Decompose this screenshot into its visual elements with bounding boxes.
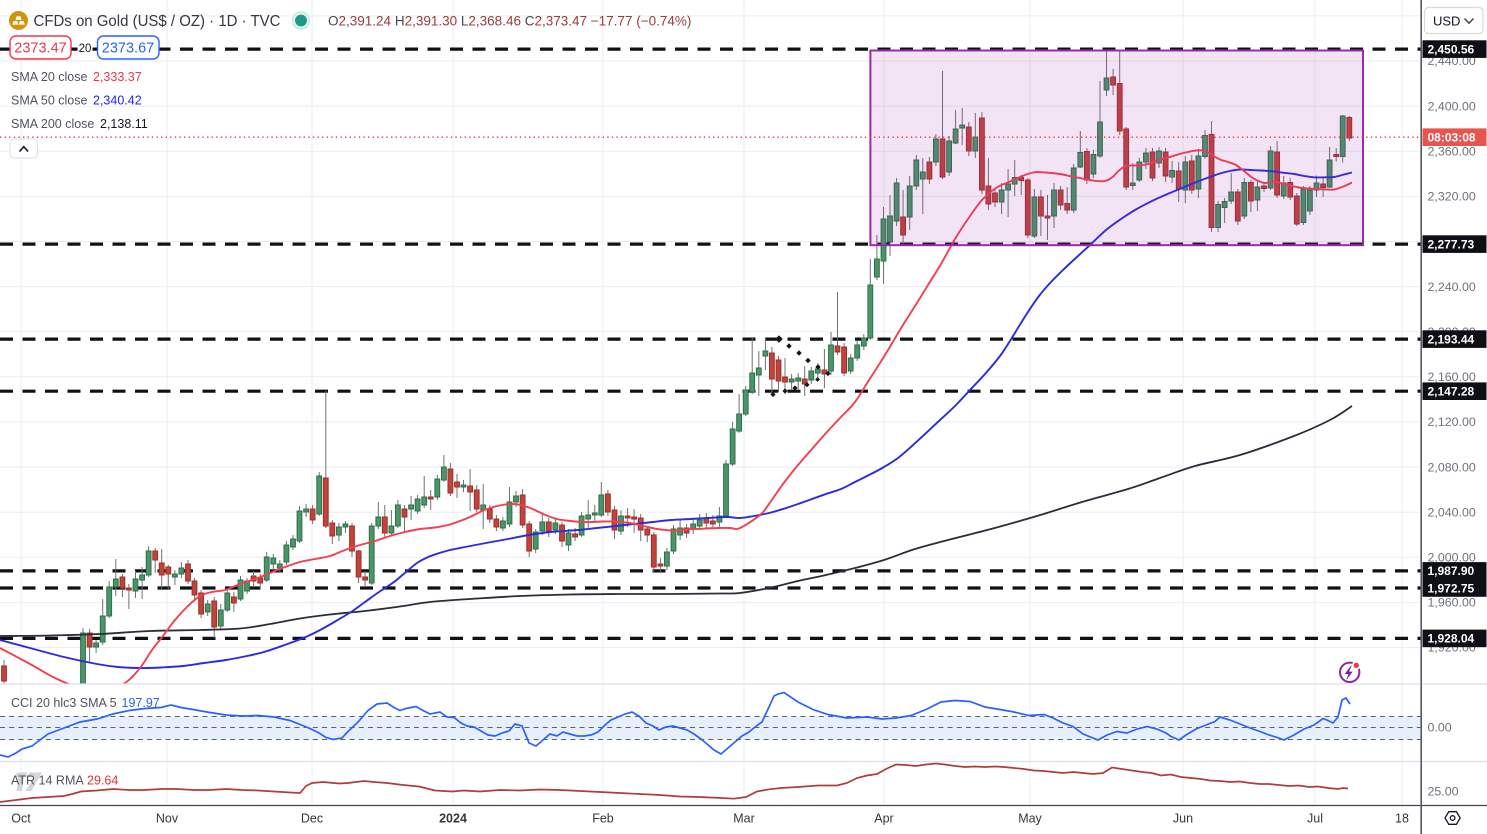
svg-text:2,120.00: 2,120.00 bbox=[1428, 415, 1476, 429]
svg-text:Feb: Feb bbox=[592, 812, 614, 826]
svg-text:2373.67: 2373.67 bbox=[102, 41, 154, 57]
svg-text:USD: USD bbox=[1433, 14, 1460, 29]
svg-text:ATR 14 RMA: ATR 14 RMA bbox=[11, 774, 84, 788]
svg-text:CFDs on Gold (US$ / OZ) · 1D ·: CFDs on Gold (US$ / OZ) · 1D · TVC bbox=[34, 13, 281, 30]
svg-text:1,972.75: 1,972.75 bbox=[1428, 581, 1475, 595]
svg-text:O2,391.24 H2,391.30 L2,368.46: O2,391.24 H2,391.30 L2,368.46 C2,373.47 … bbox=[328, 14, 691, 29]
svg-text:SMA 20 close: SMA 20 close bbox=[11, 70, 87, 84]
svg-text:Nov: Nov bbox=[156, 812, 179, 826]
svg-text:Apr: Apr bbox=[874, 812, 893, 826]
svg-text:1,987.90: 1,987.90 bbox=[1428, 564, 1475, 578]
svg-text:20: 20 bbox=[79, 43, 92, 55]
svg-text:Dec: Dec bbox=[301, 812, 323, 826]
svg-text:May: May bbox=[1018, 812, 1042, 826]
svg-text:08:03:08: 08:03:08 bbox=[1428, 131, 1476, 145]
svg-text:2,147.28: 2,147.28 bbox=[1428, 385, 1475, 399]
svg-text:2,277.73: 2,277.73 bbox=[1428, 237, 1475, 251]
svg-text:2,400.00: 2,400.00 bbox=[1428, 99, 1476, 113]
svg-text:2,320.00: 2,320.00 bbox=[1428, 190, 1476, 204]
svg-text:2,080.00: 2,080.00 bbox=[1428, 460, 1476, 474]
svg-text:2,360.00: 2,360.00 bbox=[1428, 145, 1476, 159]
svg-text:2,000.00: 2,000.00 bbox=[1428, 551, 1476, 565]
svg-text:29.64: 29.64 bbox=[87, 774, 118, 788]
svg-text:0.00: 0.00 bbox=[1428, 721, 1452, 735]
svg-text:2,450.56: 2,450.56 bbox=[1428, 42, 1475, 56]
svg-text:2024: 2024 bbox=[439, 812, 467, 826]
svg-text:2,240.00: 2,240.00 bbox=[1428, 280, 1476, 294]
svg-text:Mar: Mar bbox=[733, 812, 755, 826]
svg-text:Oct: Oct bbox=[11, 812, 31, 826]
svg-text:197.97: 197.97 bbox=[122, 696, 160, 710]
svg-text:CCI 20 hlc3 SMA 5: CCI 20 hlc3 SMA 5 bbox=[11, 696, 117, 710]
svg-text:18: 18 bbox=[1395, 812, 1409, 826]
svg-text:Jul: Jul bbox=[1307, 812, 1323, 826]
svg-text:SMA 50 close: SMA 50 close bbox=[11, 94, 87, 108]
svg-text:1,960.00: 1,960.00 bbox=[1428, 596, 1476, 610]
svg-text:2,340.42: 2,340.42 bbox=[93, 94, 142, 108]
svg-text:Jun: Jun bbox=[1173, 812, 1193, 826]
svg-text:2,333.37: 2,333.37 bbox=[93, 70, 142, 84]
svg-text:2,193.44: 2,193.44 bbox=[1428, 332, 1475, 346]
svg-text:SMA 200 close: SMA 200 close bbox=[11, 117, 94, 131]
svg-text:1,928.04: 1,928.04 bbox=[1428, 632, 1475, 646]
svg-text:2373.47: 2373.47 bbox=[14, 41, 66, 57]
svg-text:2,138.11: 2,138.11 bbox=[100, 117, 148, 131]
svg-text:2,040.00: 2,040.00 bbox=[1428, 505, 1476, 519]
svg-text:25.00: 25.00 bbox=[1428, 785, 1459, 799]
svg-text:2,160.00: 2,160.00 bbox=[1428, 370, 1476, 384]
